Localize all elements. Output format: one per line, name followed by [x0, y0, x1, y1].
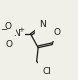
Text: O: O	[53, 28, 60, 37]
Text: O: O	[6, 40, 13, 49]
Text: O: O	[4, 22, 11, 31]
Text: +: +	[18, 27, 24, 33]
Text: N: N	[13, 29, 20, 38]
Text: N: N	[39, 20, 46, 29]
Text: −: −	[1, 25, 8, 34]
Text: Cl: Cl	[43, 67, 52, 76]
